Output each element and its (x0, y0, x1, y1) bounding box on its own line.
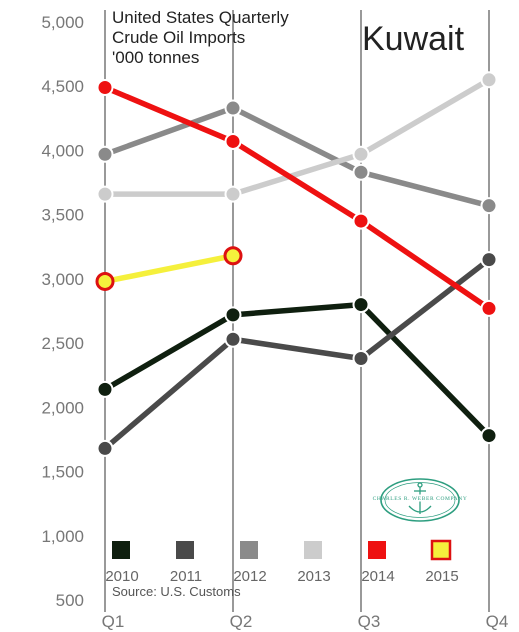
series-line-2014 (102, 84, 492, 312)
chart-title-line-3: '000 tonnes (112, 48, 199, 67)
series-line-2010 (102, 301, 492, 439)
legend-label-2013: 2013 (297, 568, 330, 585)
series-line-2013 (102, 77, 492, 197)
y-tick-label: 3,000 (41, 270, 84, 289)
y-tick-label: 3,500 (41, 206, 84, 225)
series-2013 (96, 71, 498, 203)
legend-label-2014: 2014 (361, 568, 394, 585)
legend-label-2012: 2012 (233, 568, 266, 585)
y-tick-label: 2,000 (41, 398, 84, 417)
legend-label-2011: 2011 (170, 568, 202, 585)
y-tick-label: 4,000 (41, 141, 84, 160)
company-logo: CHARLES R. WEBER COMPANY (373, 478, 468, 522)
legend-label-2010: 2010 (105, 568, 138, 585)
series-2014 (96, 79, 498, 317)
data-point-2012 (480, 197, 498, 215)
legend-swatch-2010 (112, 541, 130, 559)
data-point-2014 (96, 79, 114, 97)
data-point-2014 (480, 299, 498, 317)
series-layer (95, 71, 498, 457)
x-tick-label: Q3 (358, 612, 381, 631)
data-point-2012 (224, 99, 242, 117)
data-point-2010 (480, 427, 498, 445)
legend-swatch-2013 (304, 541, 322, 559)
series-2011 (96, 251, 498, 457)
series-2012 (96, 99, 498, 215)
y-tick-label: 4,500 (41, 77, 84, 96)
legend-label-2015: 2015 (425, 568, 458, 585)
data-point-2015 (95, 271, 115, 291)
y-tick-label: 500 (56, 591, 84, 610)
y-tick-label: 5,000 (41, 13, 84, 32)
data-point-2014 (352, 212, 370, 230)
data-point-2015 (223, 246, 243, 266)
series-line-2011 (102, 256, 492, 452)
legend-layer: 2010 2011 2012 2013 2014 2015 (105, 539, 459, 585)
data-point-2011 (96, 439, 114, 457)
data-point-2012 (352, 163, 370, 181)
data-point-2010 (224, 306, 242, 324)
data-point-2013 (96, 185, 114, 203)
data-point-2014 (224, 132, 242, 150)
data-point-2013 (352, 145, 370, 163)
series-line-2015 (102, 253, 236, 285)
data-point-2010 (352, 296, 370, 314)
y-tick-label: 2,500 (41, 334, 84, 353)
chart-title-line-2: Crude Oil Imports (112, 28, 245, 47)
legend-swatch-2012 (240, 541, 258, 559)
data-point-2013 (480, 71, 498, 89)
data-point-2010 (96, 380, 114, 398)
x-tick-label: Q4 (486, 612, 509, 631)
legend-swatch-2011 (176, 541, 194, 559)
chart-title-line-1: United States Quarterly (112, 8, 289, 27)
legend-swatch-2014 (368, 541, 386, 559)
data-point-2011 (480, 251, 498, 269)
y-tick-label: 1,500 (41, 463, 84, 482)
data-point-2011 (352, 350, 370, 368)
series-2015 (95, 246, 243, 291)
source-label: Source: U.S. Customs (112, 584, 241, 599)
logo-text: CHARLES R. WEBER COMPANY (373, 496, 468, 502)
series-2010 (96, 296, 498, 445)
country-label: Kuwait (362, 20, 465, 58)
legend-swatch-2015 (430, 539, 452, 561)
data-point-2011 (224, 330, 242, 348)
data-point-2012 (96, 145, 114, 163)
series-line-2012 (102, 105, 492, 209)
axis-layer: 500 1,000 1,500 2,000 2,500 3,000 3,500 4,000 4,… (41, 13, 508, 631)
x-tick-label: Q2 (230, 612, 253, 631)
data-point-2013 (224, 185, 242, 203)
y-tick-label: 1,000 (41, 527, 84, 546)
x-tick-label: Q1 (102, 612, 125, 631)
